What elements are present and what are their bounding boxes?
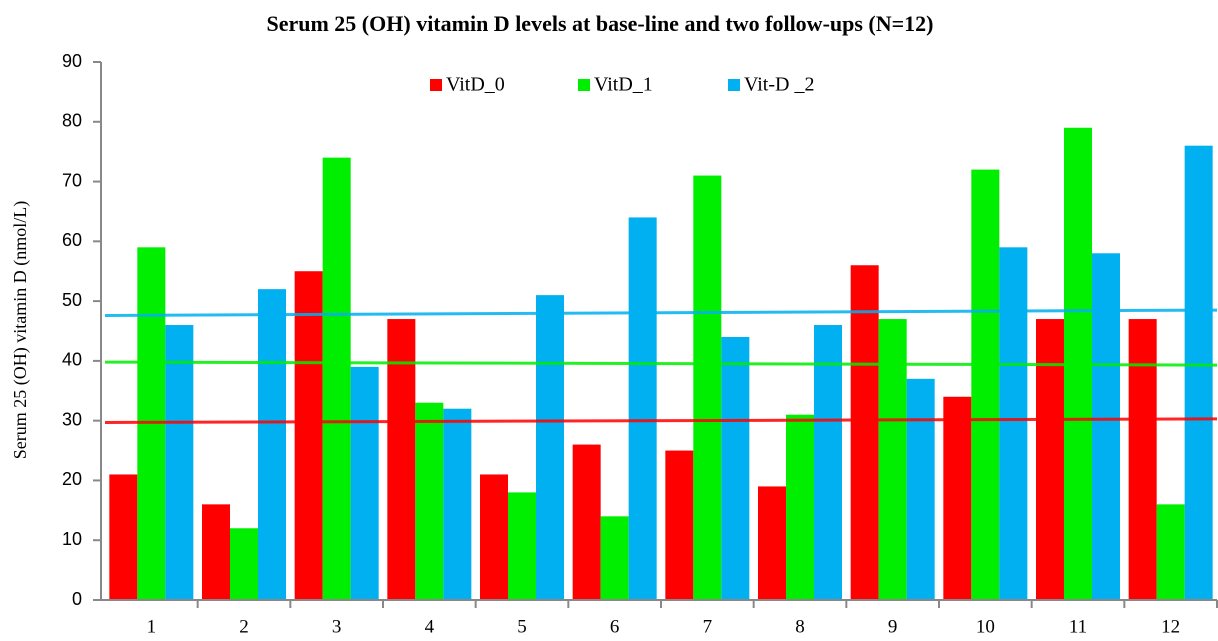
x-tick-label: 3 [332,616,342,637]
y-tick-label: 40 [62,350,82,370]
x-tick-label: 6 [610,616,620,637]
bar [415,402,444,600]
bar [109,474,138,600]
x-tick-label: 5 [517,616,527,637]
x-tick-label: 1 [147,616,157,637]
legend-label: VitD_0 [446,74,505,96]
y-tick-label: 70 [62,170,82,190]
bar [786,414,814,600]
bar [1036,319,1064,600]
bar [693,175,722,601]
bar [1156,504,1185,600]
y-tick-label: 50 [62,290,82,310]
bar [536,295,564,600]
bar [350,366,379,600]
y-tick-label: 20 [62,469,82,489]
chart-title: Serum 25 (OH) vitamin D levels at base-l… [266,11,933,36]
legend-swatch [728,79,740,91]
legend-label: VitD_1 [594,74,653,96]
x-tick-label: 8 [795,616,805,637]
bar [628,217,657,600]
x-tick-label: 4 [425,616,435,637]
y-tick-label: 90 [62,51,82,71]
bar [1128,319,1157,600]
trend-line [104,417,1218,424]
x-tick-label: 7 [703,616,713,637]
bar [943,396,972,600]
bar [721,336,750,600]
bar [814,325,842,600]
bar [999,247,1028,601]
x-tick-label: 12 [1161,616,1180,637]
bar [878,319,907,600]
bar [758,486,786,600]
y-axis-label: Serum 25 (OH) vitamin D (nmol/L) [10,201,31,459]
bar [1184,145,1213,600]
legend-label: Vit-D _2 [744,74,814,96]
bar [850,265,879,600]
x-tick-label: 11 [1069,616,1087,637]
y-tick-label: 60 [62,230,82,250]
trend-line [104,360,1218,367]
bar [294,271,323,600]
y-tick-label: 30 [62,409,82,429]
bar [202,504,230,600]
bar [230,528,258,600]
bar [508,492,536,600]
trend-line [104,308,1218,317]
bar [387,319,416,600]
bar [665,450,694,600]
bar [906,378,935,600]
bar [971,169,1000,600]
bar [165,325,194,600]
bar [322,157,351,600]
bar [1092,253,1120,601]
x-tick-label: 10 [976,616,995,637]
x-tick-label: 9 [888,616,898,637]
bar [258,289,286,600]
legend-swatch [430,79,442,91]
bar [480,474,508,600]
y-tick-label: 80 [62,111,82,131]
y-tick-label: 0 [72,589,82,609]
x-tick-label: 2 [239,616,249,637]
bar [572,444,601,600]
bar [600,516,629,600]
legend-swatch [578,79,590,91]
bar [443,408,472,600]
y-tick-label: 10 [62,529,82,549]
